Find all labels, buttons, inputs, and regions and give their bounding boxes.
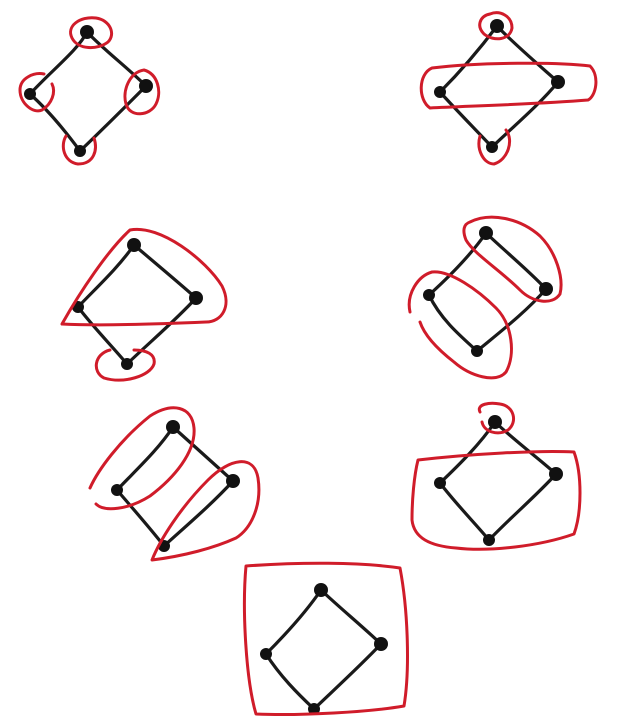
graph-node-right [189,291,203,305]
graph-edge [427,231,488,297]
partition-blocks [410,401,582,551]
graph-node-right [551,75,565,89]
partition-block [478,11,514,41]
graph-edge [493,420,558,476]
partition-block [69,16,113,49]
partition-block [410,449,582,551]
graph-node-bottom [74,145,86,157]
graph-edge [438,24,499,94]
partition-blocks [88,406,261,562]
graph-node-right [139,79,153,93]
graph-edge [115,425,175,492]
graph-edge [76,243,136,309]
graph-edge [132,243,198,300]
graph-node-bottom [121,358,133,370]
graph [111,420,240,552]
graph [260,583,388,715]
graph-node-left [260,648,272,660]
graph-edge [312,642,383,711]
graph-node-right [374,637,388,651]
graph-node-left [111,484,123,496]
graph-edge [438,481,491,542]
graph-edge [490,80,560,149]
graph-edge [484,231,548,291]
panel-3 [60,227,228,382]
graph-edge [264,588,323,656]
partition-block [477,401,516,435]
graph [72,238,203,370]
graph-node-bottom [483,534,495,546]
panel-6 [410,401,582,551]
panel-5 [88,406,261,562]
graph [434,415,563,546]
partition-block [462,215,563,303]
graph-edge [115,488,166,548]
partition-block [477,128,511,166]
graph-node-top [80,25,94,39]
graph-edge [125,296,198,366]
partition-block [61,134,97,166]
panel-7 [242,561,409,717]
panel-4 [407,215,563,380]
panel-1 [18,16,161,166]
partition-block [407,270,513,380]
partition-block [60,227,228,327]
partition-blocks [18,16,161,166]
partition-blocks [407,215,563,380]
partition-block [123,68,161,116]
graph-edge [319,588,383,646]
partition-blocks [419,11,598,166]
graph [423,226,553,357]
graph-edge [76,305,129,366]
graph-edge [85,30,148,88]
graph-node-bottom [308,703,320,715]
graph-node-left [434,86,446,98]
graph-edge [171,425,235,483]
graph [434,19,565,153]
graph-node-bottom [486,141,498,153]
graph-edge [78,84,148,153]
graph-node-left [24,88,36,100]
partition-block [18,72,56,113]
partition-blocks [242,561,409,717]
graph-node-right [226,474,240,488]
graph-node-right [539,282,553,296]
graph-node-top [127,238,141,252]
graph-node-left [423,289,435,301]
partition-block [419,61,598,110]
partition-block [242,561,409,717]
graph-node-bottom [471,345,483,357]
partition-block [150,460,261,562]
graph-node-left [434,477,446,489]
graph-edge [264,652,316,711]
graph-edge [438,420,497,485]
graph-node-top [490,19,504,33]
graph-edge [438,90,494,149]
partition-block [94,348,156,382]
graph [24,25,153,157]
graph-edge [487,472,558,542]
graph-node-top [314,583,328,597]
graph-edge [28,92,82,153]
panel-2 [419,11,598,166]
graph-node-right [549,467,563,481]
graph-edge [495,24,560,84]
graph-node-top [479,226,493,240]
graph-edge [427,293,479,353]
graph-edge [28,30,89,96]
graph-node-top [166,420,180,434]
partition-block [88,406,196,511]
graph-edge [162,479,235,548]
graph-node-top [488,415,502,429]
graph-edge [475,287,548,353]
partition-blocks [60,227,228,382]
